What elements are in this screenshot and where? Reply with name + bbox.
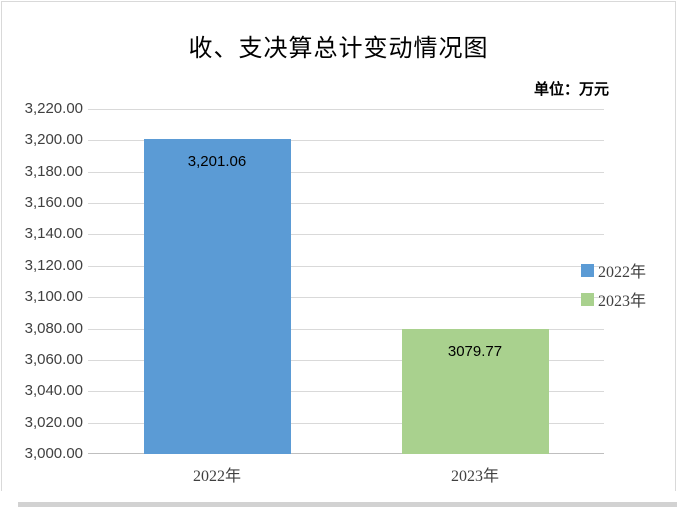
- legend-label: 2022年: [598, 264, 647, 281]
- y-tick-label: 3,020.00: [24, 413, 83, 431]
- legend-swatch-icon: [581, 263, 594, 277]
- bar-value-label: 3,201.06: [187, 152, 247, 170]
- plot-area: 3,201.06 3079.77: [88, 109, 604, 454]
- gridline: [88, 359, 604, 361]
- x-tick-label: 2023年: [450, 468, 499, 485]
- legend: 2022年 2023年: [581, 259, 646, 317]
- y-tick-label: 3,140.00: [24, 225, 83, 243]
- gridline: [88, 203, 604, 205]
- y-tick-label: 3,100.00: [24, 288, 83, 306]
- bar-2022年: [143, 138, 291, 454]
- legend-swatch-icon: [581, 292, 594, 306]
- y-tick-label: 3,000.00: [24, 445, 83, 462]
- bar-2023年: [401, 328, 549, 454]
- y-tick-label: 3,120.00: [24, 256, 83, 274]
- worksheet-gridline: [18, 502, 677, 507]
- gridline: [88, 328, 604, 330]
- y-tick-label: 3,180.00: [24, 162, 83, 180]
- y-tick-label: 3,040.00: [24, 382, 83, 400]
- gridline: [88, 109, 604, 110]
- chart-frame: 收、支决算总计变动情况图 单位：万元 3,000.00 3,020.00 3,040…: [1, 1, 676, 491]
- x-tick-label: 2022年: [192, 468, 241, 485]
- bar-value-label: 3079.77: [447, 342, 503, 360]
- gridline: [88, 140, 604, 142]
- gridline: [88, 297, 604, 299]
- gridline: [88, 422, 604, 424]
- y-tick-label: 3,080.00: [24, 319, 83, 337]
- legend-label: 2023年: [598, 293, 647, 310]
- chart-title: 收、支决算总计变动情况图: [188, 36, 489, 62]
- legend-item-2022年: 2022年: [581, 259, 646, 281]
- gridline: [88, 391, 604, 393]
- y-tick-label: 3,060.00: [24, 350, 83, 368]
- y-tick-label: 3,200.00: [24, 131, 83, 149]
- y-tick-label: 3,160.00: [24, 194, 83, 212]
- x-axis-line: [88, 453, 604, 454]
- unit-label: 单位：万元: [533, 82, 609, 98]
- y-tick-label: 3,220.00: [24, 100, 83, 117]
- gridline: [88, 265, 604, 267]
- gridline: [88, 171, 604, 173]
- legend-item-2023年: 2023年: [581, 288, 646, 310]
- gridline: [88, 234, 604, 236]
